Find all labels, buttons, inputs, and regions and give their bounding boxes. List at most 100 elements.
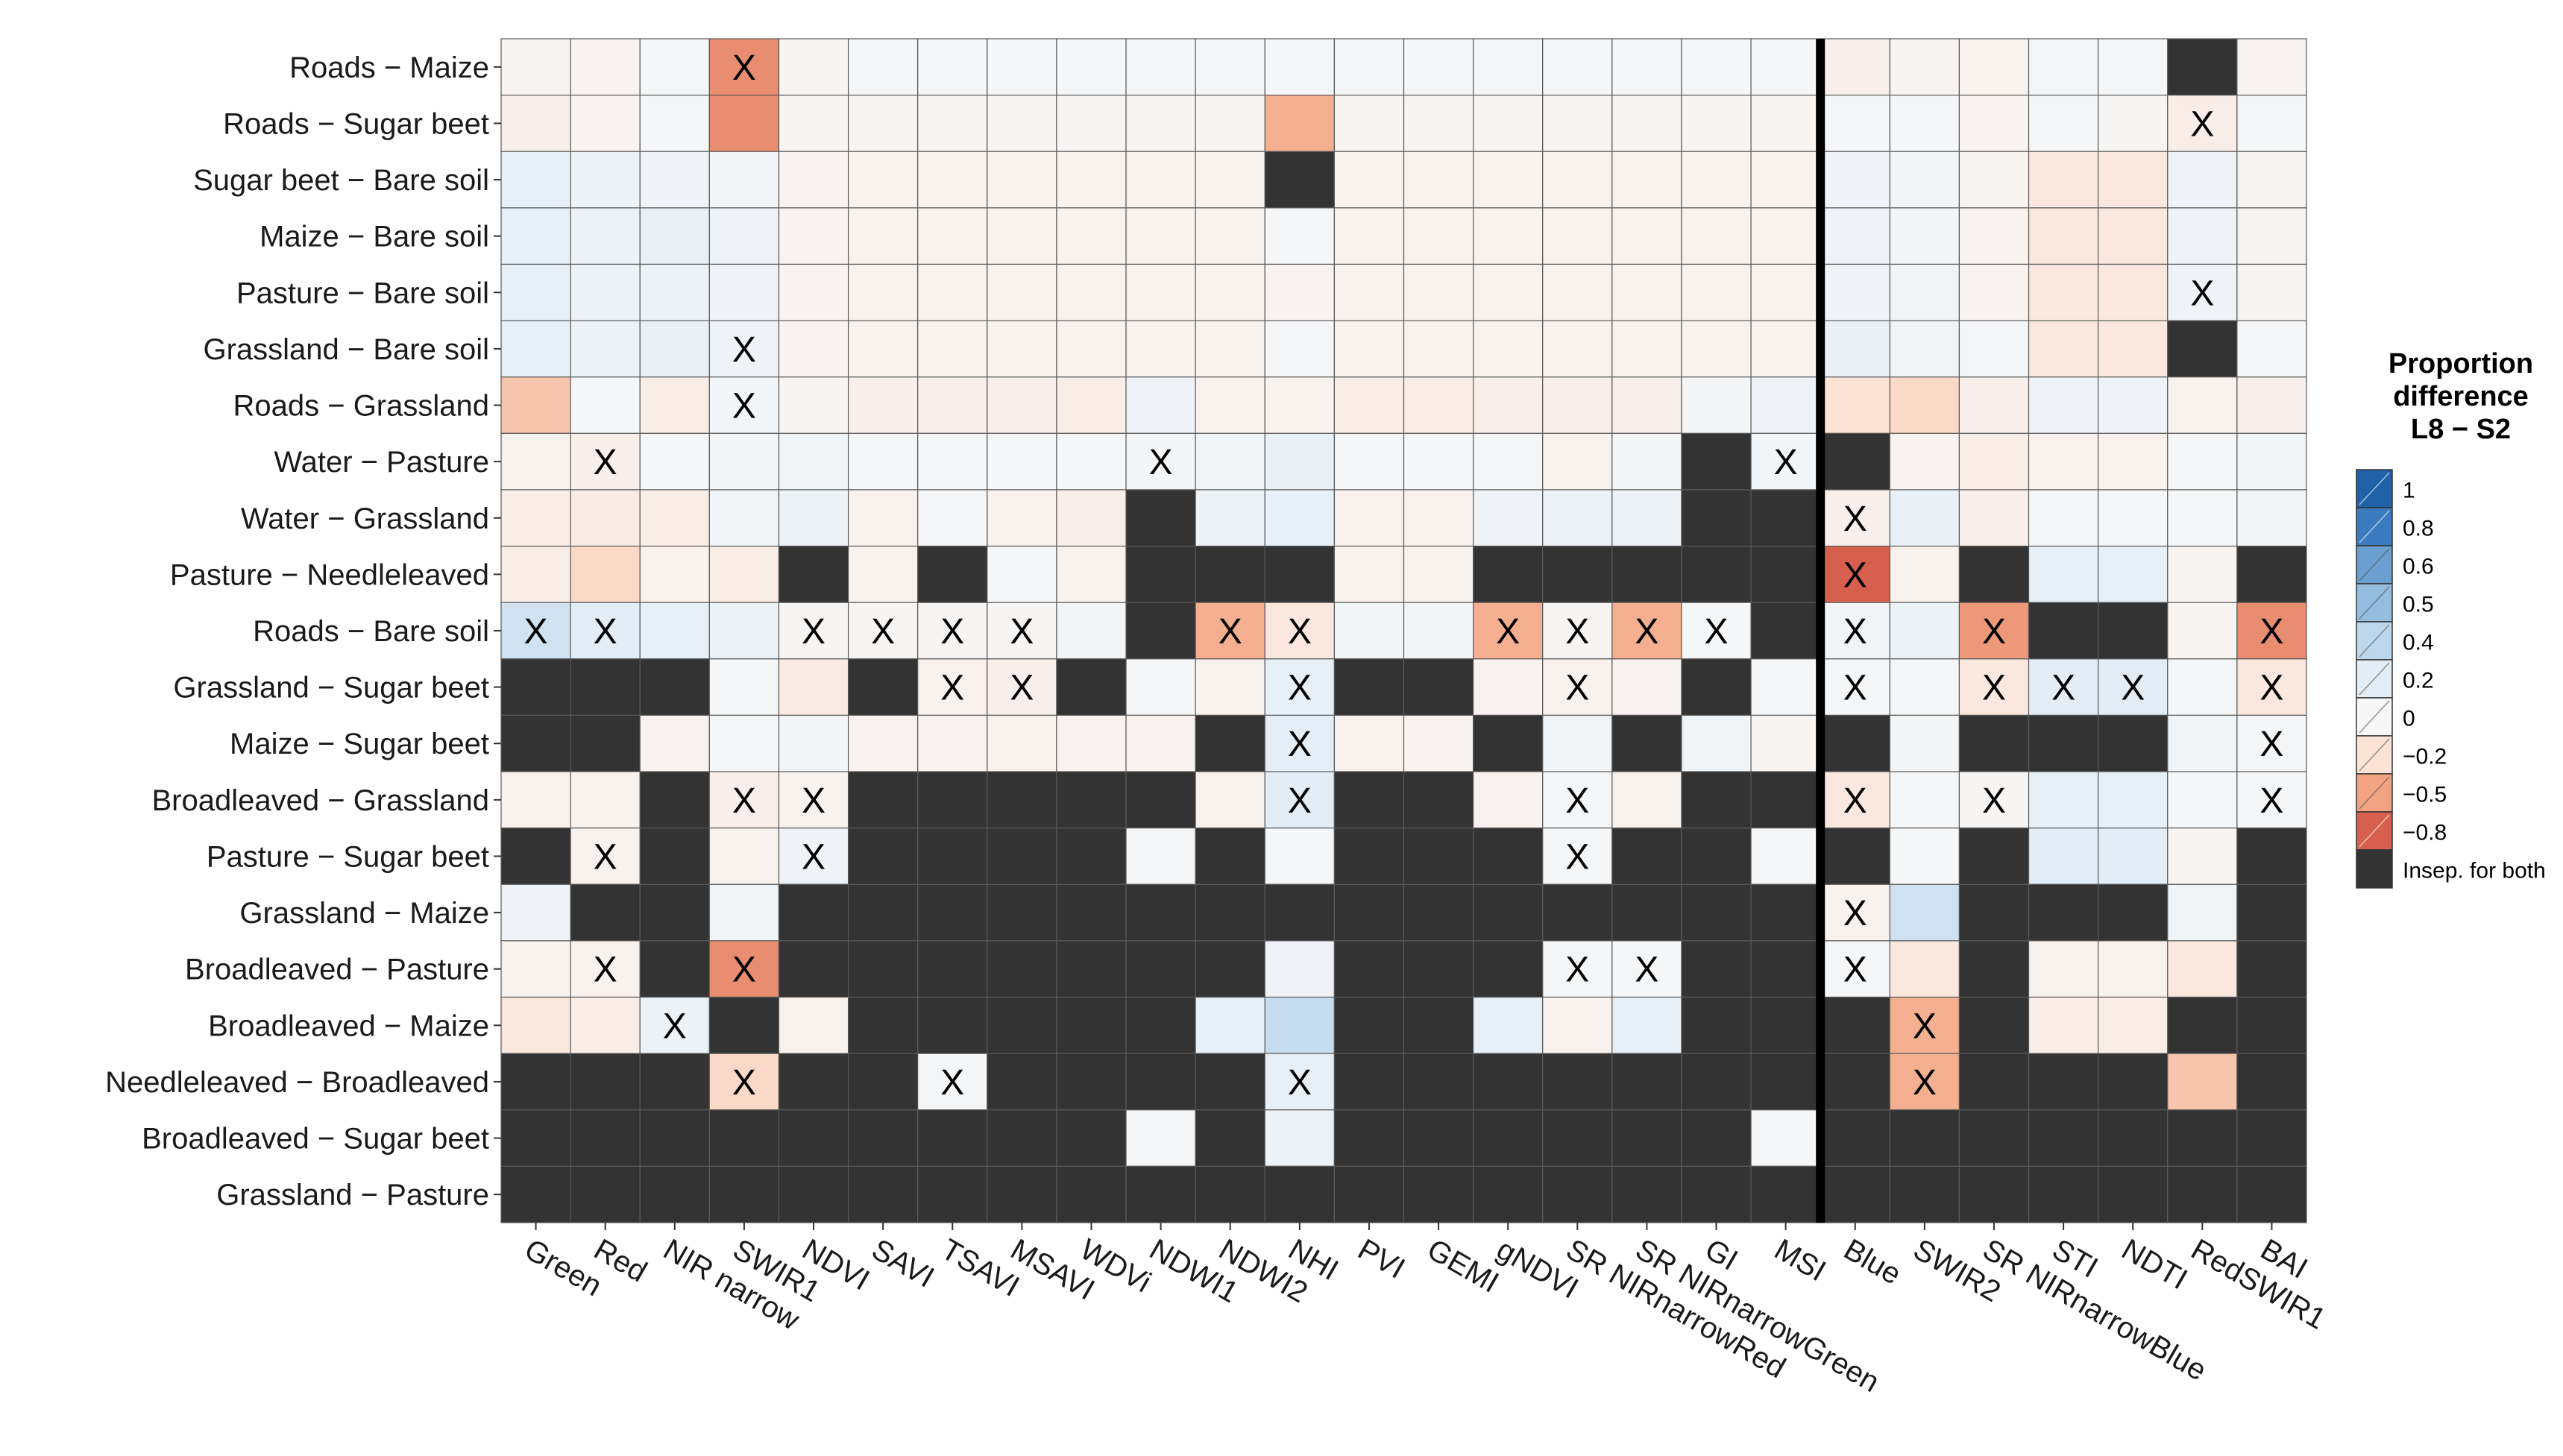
heatmap-cell xyxy=(1889,320,1960,378)
heatmap-cell xyxy=(500,320,571,378)
heatmap-cell xyxy=(917,714,988,772)
heatmap-cell xyxy=(847,376,919,434)
heatmap-cell xyxy=(708,151,780,209)
heatmap-cell xyxy=(1473,602,1544,660)
heatmap-cell xyxy=(708,95,780,152)
legend-key-hatch xyxy=(2359,510,2390,543)
heatmap-cell xyxy=(1264,714,1335,772)
cell-x-marker: X xyxy=(802,781,825,821)
cell-x-marker: X xyxy=(1565,612,1589,652)
heatmap-cell xyxy=(1889,38,1960,96)
heatmap-cell xyxy=(1473,432,1544,491)
heatmap-cell xyxy=(1403,1053,1474,1111)
heatmap-cell xyxy=(1889,376,1960,434)
cell-x-marker: X xyxy=(871,612,895,652)
heatmap-cell xyxy=(1403,771,1474,829)
heatmap-cell xyxy=(1611,545,1682,603)
heatmap-cell xyxy=(1473,151,1544,209)
heatmap-cell xyxy=(2028,602,2099,660)
heatmap-cell xyxy=(847,714,919,772)
heatmap-cell xyxy=(1403,95,1474,152)
cell-x-marker: X xyxy=(663,1006,687,1046)
cell-x-marker: X xyxy=(732,387,756,426)
heatmap-cell xyxy=(1333,545,1405,603)
heatmap-cell xyxy=(1056,432,1127,491)
heatmap-cell xyxy=(987,658,1057,716)
heatmap-cell xyxy=(2167,263,2238,321)
heatmap-cell xyxy=(1333,602,1405,660)
heatmap-cell xyxy=(1264,320,1335,378)
cell-x-marker: X xyxy=(1149,443,1173,482)
heatmap-cell xyxy=(500,489,571,547)
heatmap-cell xyxy=(1889,1109,1960,1167)
heatmap-cell xyxy=(1681,996,1752,1054)
heatmap-cell xyxy=(1333,95,1405,152)
heatmap-cell xyxy=(847,658,919,716)
heatmap-cell xyxy=(1473,771,1544,829)
heatmap-cell xyxy=(1195,320,1265,378)
heatmap-cell xyxy=(1889,602,1960,660)
heatmap-cell xyxy=(500,95,571,152)
heatmap-cell xyxy=(500,658,571,716)
heatmap-cell xyxy=(1681,828,1752,885)
heatmap-cell xyxy=(1264,95,1335,152)
heatmap-cell xyxy=(1542,376,1613,434)
heatmap-cell xyxy=(1056,658,1127,716)
heatmap-cell xyxy=(1611,602,1682,660)
heatmap-cell xyxy=(708,1053,780,1111)
heatmap-cell xyxy=(1473,714,1544,772)
heatmap-cell xyxy=(500,263,571,321)
heatmap-cell xyxy=(987,263,1057,321)
heatmap-cell xyxy=(1611,883,1682,942)
heatmap-cell xyxy=(1333,263,1405,321)
heatmap-cell xyxy=(1195,545,1265,603)
heatmap-cell xyxy=(987,1109,1057,1167)
heatmap-cell xyxy=(2098,376,2169,434)
heatmap-cell xyxy=(2167,320,2238,378)
heatmap-cell xyxy=(570,658,641,716)
heatmap-cell xyxy=(639,940,710,998)
cell-x-marker: X xyxy=(1565,669,1589,708)
cell-x-marker: X xyxy=(1982,612,2006,652)
heatmap-cell xyxy=(500,883,571,942)
heatmap-cell xyxy=(1681,263,1752,321)
heatmap-cell xyxy=(2167,658,2238,716)
column-label: PVI xyxy=(1352,1233,1410,1285)
heatmap-cell xyxy=(1820,320,1890,378)
heatmap-cell xyxy=(1473,1109,1544,1167)
heatmap-cell xyxy=(1333,489,1405,547)
row-label: Broadleaved − Grassland xyxy=(152,784,490,817)
cell-x-marker: X xyxy=(1288,1063,1312,1103)
heatmap-cell xyxy=(917,376,988,434)
heatmap-cell xyxy=(639,771,710,829)
heatmap-cell xyxy=(1056,1109,1127,1167)
heatmap-cell xyxy=(1958,95,2030,152)
heatmap-cell xyxy=(708,207,780,265)
heatmap-cell xyxy=(847,883,919,942)
heatmap-cell xyxy=(1264,151,1335,209)
heatmap-cell xyxy=(1056,38,1127,96)
heatmap-cell xyxy=(570,1109,641,1167)
heatmap-cell xyxy=(1403,489,1474,547)
heatmap-cell xyxy=(1681,38,1752,96)
row-label: Pasture − Needleleaved xyxy=(170,558,489,591)
heatmap-cell xyxy=(987,714,1057,772)
heatmap-cell xyxy=(1889,151,1960,209)
heatmap-cell xyxy=(917,263,988,321)
cell-x-marker: X xyxy=(594,837,617,877)
heatmap-cell xyxy=(1681,1053,1752,1111)
legend-key-hatch xyxy=(2359,814,2390,848)
heatmap-cell xyxy=(987,602,1057,660)
heatmap-cell xyxy=(2028,883,2099,942)
heatmap-cell xyxy=(500,545,571,603)
heatmap-cell xyxy=(639,828,710,885)
legend-label: −0.8 xyxy=(2403,821,2447,845)
heatmap-cell xyxy=(987,1165,1057,1223)
heatmap-cell xyxy=(1542,320,1613,378)
heatmap-cell xyxy=(500,828,571,885)
legend-label: 0.5 xyxy=(2403,593,2434,617)
heatmap-cell xyxy=(1750,151,1821,209)
column-label: GEMI xyxy=(1422,1233,1505,1299)
heatmap-cell xyxy=(1403,996,1474,1054)
heatmap-cell xyxy=(917,883,988,942)
